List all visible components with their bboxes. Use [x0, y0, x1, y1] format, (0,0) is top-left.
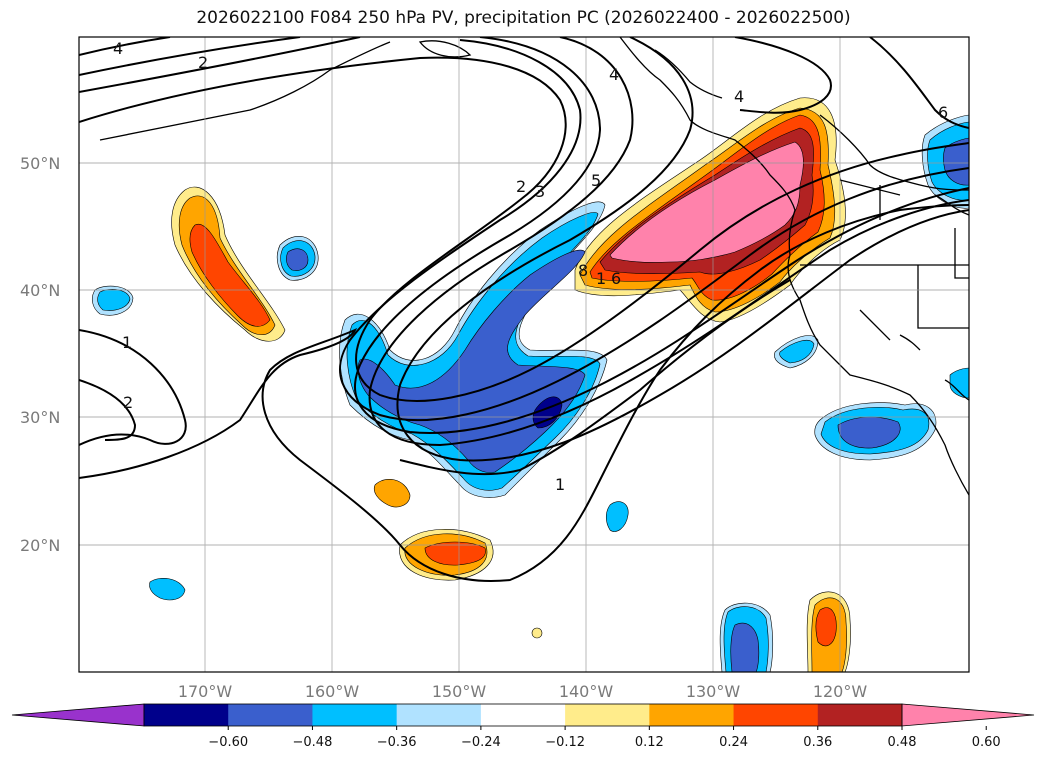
lon-label: 170°W — [178, 682, 233, 701]
plot-frame — [78, 36, 970, 673]
lon-label: 150°W — [432, 682, 487, 701]
colorbar-tick-label: −0.60 — [208, 735, 248, 750]
colorbar-extend-low — [11, 703, 145, 727]
colorbar-tick-label: 0.36 — [803, 735, 832, 750]
colorbar-swatch — [565, 704, 650, 726]
colorbar-swatch — [312, 704, 398, 726]
contour-label: 1 — [122, 333, 132, 352]
latitude-labels: 50°N 40°N 30°N 20°N — [20, 154, 60, 555]
contour-label: 6 — [938, 103, 948, 122]
lon-label: 120°W — [813, 682, 868, 701]
pv-contours — [79, 37, 969, 582]
lon-label: 160°W — [305, 682, 360, 701]
contour-label: 4 — [113, 39, 123, 58]
contour-label: 5 — [591, 171, 601, 190]
colorbar-tick-label: −0.48 — [293, 735, 333, 750]
colorbar-swatch — [649, 704, 735, 726]
colorbar-swatch — [396, 704, 482, 726]
contour-label: 4 — [609, 65, 619, 84]
lon-label: 130°W — [686, 682, 741, 701]
colorbar-tick-label: −0.24 — [461, 735, 501, 750]
lat-label: 40°N — [20, 281, 60, 300]
lat-label: 20°N — [20, 536, 60, 555]
colorbar-swatch — [228, 704, 313, 726]
lat-label: 50°N — [20, 154, 60, 173]
contour-label: 3 — [535, 182, 545, 201]
colorbar-extend-high — [901, 703, 1035, 727]
map-title: 2026022100 F084 250 hPa PV, precipitatio… — [196, 8, 851, 28]
contour-label: 8 — [578, 261, 588, 280]
colorbar-frame — [143, 703, 903, 727]
colorbar-swatch — [480, 704, 566, 726]
colorbar-tick-label: 0.12 — [635, 735, 664, 750]
colorbar-tick-label: 0.24 — [719, 735, 748, 750]
contour-label: 2 — [198, 53, 208, 72]
contour-labels: 4 2 2 3 5 4 4 6 1 2 1 8 1 6 — [113, 39, 948, 494]
lat-label: 30°N — [20, 408, 60, 427]
contour-label: 2 — [123, 393, 133, 412]
colorbar-swatch — [144, 704, 229, 726]
contour-label: 6 — [611, 269, 621, 288]
colorbar-tick-label: −0.36 — [377, 735, 417, 750]
colorbar-swatch — [733, 704, 819, 726]
colorbar-tick-label: −0.12 — [545, 735, 585, 750]
contour-label: 1 — [596, 269, 606, 288]
contour-label: 2 — [516, 177, 526, 196]
positive-precip-shading — [171, 97, 851, 672]
contour-label: 4 — [734, 87, 744, 106]
plot-area: 4 2 2 3 5 4 4 6 1 2 1 8 1 6 — [79, 37, 969, 672]
longitude-labels: 170°W 160°W 150°W 140°W 130°W 120°W — [178, 682, 868, 701]
lon-label: 140°W — [559, 682, 614, 701]
colorbar-swatch — [817, 704, 903, 726]
colorbar-tick-label: 0.48 — [888, 735, 917, 750]
colorbar: −0.60 −0.48 −0.36 −0.24 −0.12 0.12 0.24 0.36 0.4… — [11, 703, 1035, 750]
colorbar-tick-label: 0.60 — [972, 735, 1001, 750]
contour-label: 1 — [555, 475, 565, 494]
coastlines — [99, 37, 969, 496]
